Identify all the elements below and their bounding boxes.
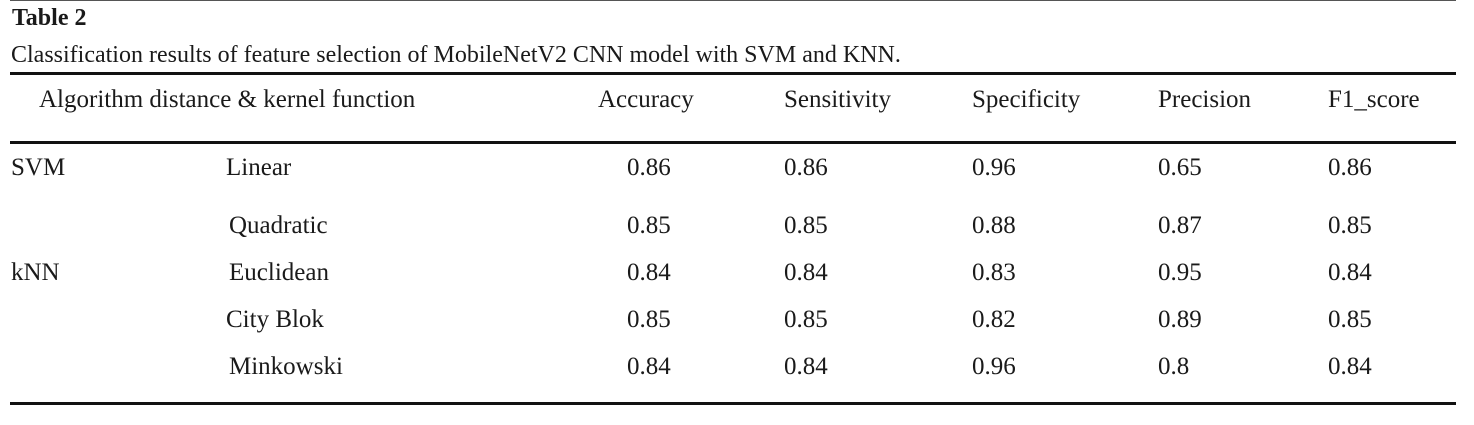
header-f1-score: F1_score xyxy=(1328,86,1420,113)
cell-accuracy: 0.84 xyxy=(627,353,671,380)
cell-sensitivity: 0.85 xyxy=(784,212,828,239)
cell-algorithm: SVM xyxy=(11,154,66,181)
cell-precision: 0.95 xyxy=(1158,259,1202,286)
header-sensitivity: Sensitivity xyxy=(784,86,891,113)
cell-specificity: 0.96 xyxy=(972,353,1016,380)
cell-f1-score: 0.85 xyxy=(1328,212,1372,239)
cell-algorithm: kNN xyxy=(11,259,60,286)
header-specificity: Specificity xyxy=(972,86,1081,113)
cell-f1-score: 0.86 xyxy=(1328,154,1372,181)
cell-accuracy: 0.85 xyxy=(627,306,671,333)
cell-specificity: 0.88 xyxy=(972,212,1016,239)
cell-accuracy: 0.84 xyxy=(627,259,671,286)
cell-function: City Blok xyxy=(226,306,324,333)
cell-accuracy: 0.86 xyxy=(627,154,671,181)
cell-specificity: 0.96 xyxy=(972,154,1016,181)
top-divider xyxy=(10,0,1456,1)
table-label: Table 2 xyxy=(12,5,87,31)
cell-precision: 0.65 xyxy=(1158,154,1202,181)
cell-accuracy: 0.85 xyxy=(627,212,671,239)
cell-f1-score: 0.85 xyxy=(1328,306,1372,333)
header-precision: Precision xyxy=(1158,86,1252,113)
cell-specificity: 0.83 xyxy=(972,259,1016,286)
header-algorithm: Algorithm distance & kernel function xyxy=(39,86,416,113)
table-caption: Classification results of feature select… xyxy=(11,42,901,68)
table-header-rule xyxy=(10,141,1456,144)
cell-function: Linear xyxy=(226,154,292,181)
cell-sensitivity: 0.86 xyxy=(784,154,828,181)
cell-f1-score: 0.84 xyxy=(1328,353,1372,380)
cell-sensitivity: 0.84 xyxy=(784,259,828,286)
cell-specificity: 0.82 xyxy=(972,306,1016,333)
cell-sensitivity: 0.84 xyxy=(784,353,828,380)
cell-precision: 0.8 xyxy=(1158,353,1190,380)
cell-function: Quadratic xyxy=(229,212,328,239)
cell-function: Euclidean xyxy=(229,259,329,286)
cell-f1-score: 0.84 xyxy=(1328,259,1372,286)
table-top-rule xyxy=(10,72,1456,75)
table-bottom-rule xyxy=(10,402,1456,405)
cell-function: Minkowski xyxy=(229,353,343,380)
header-accuracy: Accuracy xyxy=(598,86,694,113)
cell-precision: 0.89 xyxy=(1158,306,1202,333)
cell-precision: 0.87 xyxy=(1158,212,1202,239)
cell-sensitivity: 0.85 xyxy=(784,306,828,333)
